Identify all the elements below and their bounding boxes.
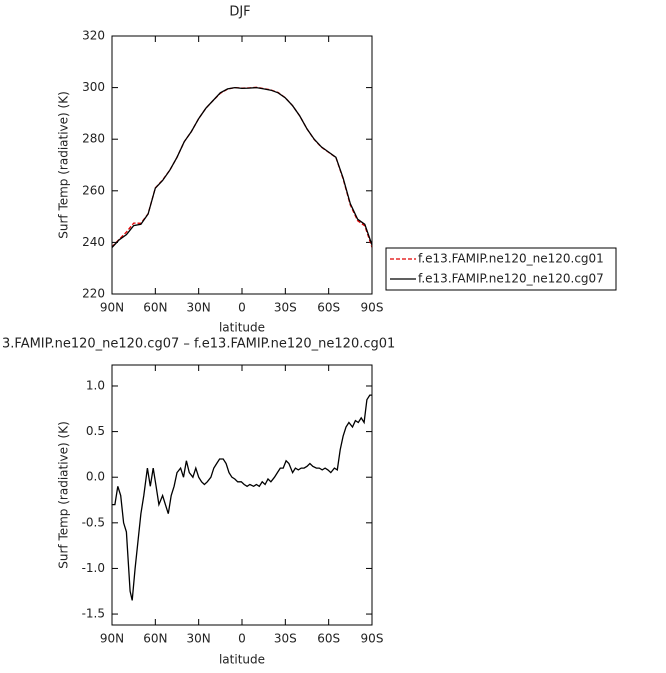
- x-axis-label: latitude: [219, 321, 265, 335]
- x-tick-label: 30N: [187, 301, 211, 315]
- y-tick-label: 300: [82, 80, 105, 94]
- x-tick-label: 0: [238, 301, 246, 315]
- x-tick-label: 30S: [274, 632, 297, 646]
- y-tick-label: 240: [82, 235, 105, 249]
- plot-frame: [111, 364, 373, 626]
- legend-label: f.e13.FAMIP.ne120_ne120.cg07: [418, 272, 604, 286]
- y-tick-label: -1.0: [82, 561, 105, 575]
- y-tick-label: 320: [82, 29, 105, 43]
- y-tick-label: 0.0: [86, 470, 105, 484]
- series-line: [111, 86, 373, 249]
- x-tick-label: 90S: [361, 632, 384, 646]
- x-tick-label: 60N: [143, 632, 167, 646]
- x-tick-label: 0: [238, 632, 246, 646]
- x-tick-label: 30S: [274, 301, 297, 315]
- y-tick-label: 260: [82, 183, 105, 197]
- y-tick-label: 280: [82, 132, 105, 146]
- y-tick-label: 0.5: [86, 424, 105, 438]
- x-tick-label: 60N: [143, 301, 167, 315]
- x-tick-label: 90N: [100, 301, 124, 315]
- x-tick-label: 90N: [100, 632, 124, 646]
- x-tick-label: 60S: [317, 632, 340, 646]
- x-tick-label: 90S: [361, 301, 384, 315]
- y-axis-label: Surf Temp (radiative) (K): [57, 421, 71, 569]
- x-tick-label: 30N: [187, 632, 211, 646]
- legend-label: f.e13.FAMIP.ne120_ne120.cg01: [418, 252, 604, 266]
- y-tick-label: 220: [82, 287, 105, 301]
- y-tick-label: 1.0: [86, 378, 105, 392]
- x-axis-label: latitude: [219, 653, 265, 667]
- series-line: [112, 394, 372, 601]
- y-tick-label: -1.5: [82, 607, 105, 621]
- chart-title: DJF: [229, 5, 250, 20]
- chart-title: 3.FAMIP.ne120_ne120.cg07 – f.e13.FAMIP.n…: [2, 337, 395, 352]
- y-tick-label: -0.5: [82, 515, 105, 529]
- plot-frame: [111, 35, 373, 295]
- x-tick-label: 60S: [317, 301, 340, 315]
- legend-box: [385, 247, 617, 291]
- series-line: [111, 86, 373, 248]
- y-axis-label: Surf Temp (radiative) (K): [57, 91, 71, 239]
